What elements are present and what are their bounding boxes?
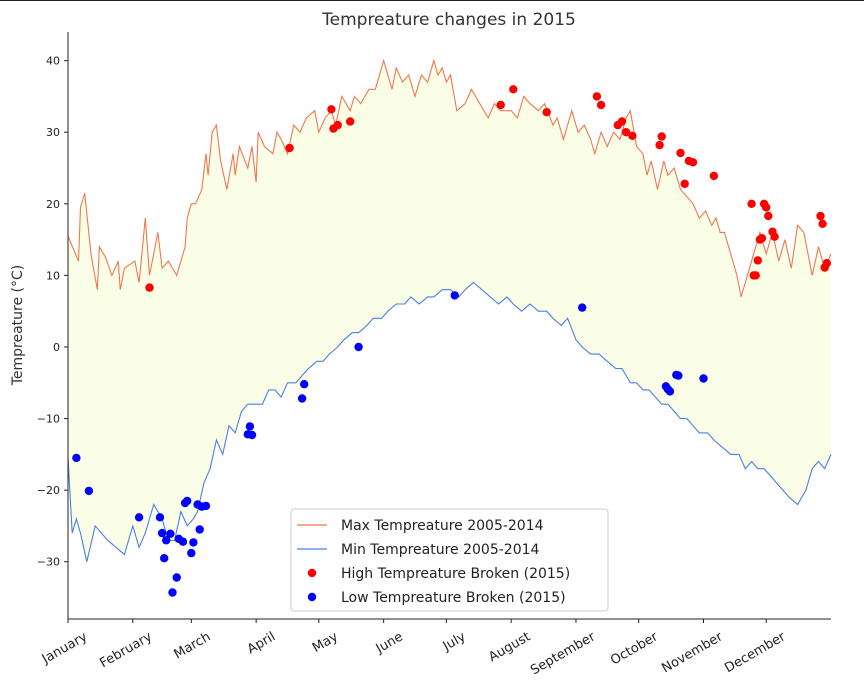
high-record-point: [818, 219, 827, 228]
x-tick-label: August: [486, 629, 533, 665]
high-record-point: [747, 199, 756, 208]
low-record-point: [674, 371, 683, 380]
low-record-point: [166, 529, 175, 538]
high-record-point: [496, 100, 505, 110]
low-record-point: [699, 374, 708, 383]
x-tick-label: January: [39, 629, 90, 667]
high-record-point: [628, 131, 637, 140]
y-axis-label: Tempreature (°C): [10, 265, 26, 387]
legend-label: Min Tempreature 2005-2014: [341, 542, 540, 558]
high-record-point: [753, 256, 762, 265]
low-record-point: [183, 496, 192, 506]
y-tick-label: 10: [46, 269, 60, 282]
y-tick-label: −30: [37, 556, 60, 569]
legend-marker: [307, 568, 317, 578]
high-record-point: [655, 140, 664, 150]
low-record-point: [178, 537, 188, 546]
high-record-point: [621, 128, 631, 137]
high-record-point: [542, 108, 551, 117]
low-record-point: [665, 387, 675, 396]
record-points: [72, 85, 831, 597]
x-tick-label: June: [373, 629, 406, 657]
y-tick-label: 30: [46, 126, 60, 139]
x-tick-label: November: [659, 629, 726, 676]
high-record-point: [592, 92, 602, 101]
low-record-point: [247, 430, 257, 440]
low-record-point: [155, 513, 165, 522]
low-record-point: [450, 291, 459, 300]
legend-label: High Tempreature Broken (2015): [341, 566, 570, 582]
max-temperature-line: [67, 58, 832, 298]
high-record-point: [709, 171, 719, 181]
x-tick-label: December: [722, 629, 788, 676]
low-record-point: [187, 548, 196, 558]
legend-label: Low Tempreature Broken (2015): [341, 590, 566, 606]
x-tick-label: February: [97, 629, 155, 671]
y-tick-label: −20: [37, 484, 60, 497]
high-record-point: [676, 148, 685, 158]
high-record-point: [509, 85, 518, 94]
y-tick-label: 40: [46, 55, 60, 68]
low-record-point: [195, 525, 204, 534]
high-record-point: [333, 120, 342, 130]
chart-title: Tempreature changes in 2015: [321, 10, 576, 30]
x-tick-label: April: [245, 629, 278, 657]
low-record-point: [201, 501, 211, 511]
high-record-point: [145, 283, 154, 292]
high-record-point: [764, 211, 773, 221]
legend-marker: [307, 592, 317, 602]
legend: Max Tempreature 2005-2014 Min Tempreature…: [290, 508, 609, 612]
low-record-point: [72, 453, 81, 463]
x-tick-label: May: [310, 629, 341, 656]
series-lines: [67, 58, 832, 562]
legend-box: [290, 508, 609, 612]
low-record-point: [168, 588, 177, 597]
low-record-point: [160, 554, 169, 563]
low-record-point: [172, 573, 181, 582]
high-record-point: [816, 211, 825, 221]
low-record-point: [578, 303, 587, 312]
x-tick-label: September: [528, 629, 598, 678]
fill-between-area: [68, 60, 831, 562]
high-record-point: [762, 203, 771, 212]
y-tick-label: −10: [37, 413, 60, 426]
low-record-point: [84, 486, 94, 496]
low-record-point: [297, 394, 307, 403]
x-tick-label: July: [440, 629, 469, 654]
high-record-point: [822, 259, 831, 268]
high-record-point: [751, 271, 760, 280]
high-record-point: [346, 117, 355, 126]
low-record-point: [354, 342, 363, 352]
y-tick-label: 0: [53, 341, 60, 354]
high-record-point: [770, 232, 779, 241]
x-tick-label: March: [172, 629, 214, 662]
high-record-point: [757, 234, 767, 243]
legend-label: Max Tempreature 2005-2014: [341, 518, 544, 534]
low-record-point: [300, 380, 309, 389]
high-record-point: [327, 105, 336, 114]
high-record-point: [688, 158, 698, 167]
min-temperature-line: [67, 281, 832, 562]
low-record-point: [157, 528, 167, 538]
high-record-point: [596, 100, 606, 110]
low-record-point: [162, 536, 171, 545]
high-record-point: [285, 143, 294, 153]
temperature-band: [68, 60, 831, 562]
high-record-point: [617, 117, 627, 126]
high-record-point: [657, 132, 666, 141]
low-record-point: [134, 513, 144, 522]
high-record-point: [680, 179, 689, 188]
y-tick-label: 20: [46, 198, 60, 211]
low-record-point: [245, 422, 255, 431]
low-record-point: [189, 538, 198, 547]
x-tick-label: October: [608, 629, 661, 668]
